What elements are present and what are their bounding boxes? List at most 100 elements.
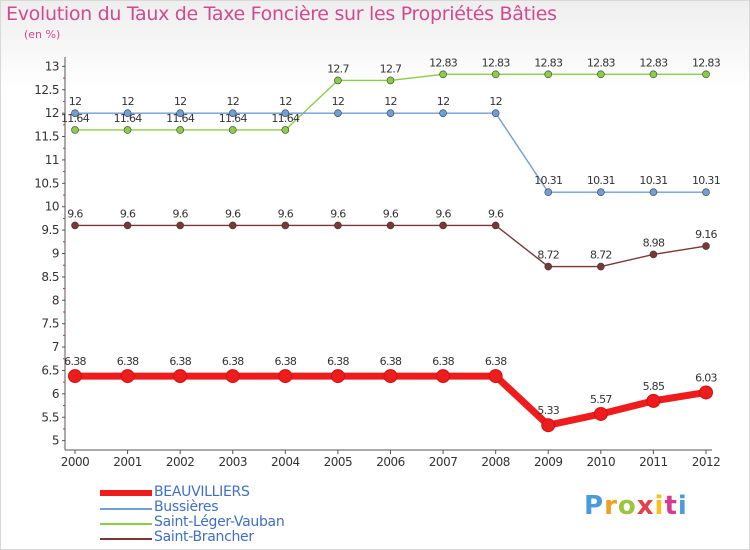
data-label-bussieres: 10.31 [587, 174, 615, 187]
data-point-bussieres [544, 188, 553, 197]
data-label-saint-brancher: 8.72 [590, 249, 612, 262]
data-label-saint-leger-vauban: 12.83 [692, 56, 721, 69]
data-label-saint-leger-vauban: 12.83 [639, 56, 668, 69]
y-tick-label: 11.5 [34, 130, 59, 144]
x-tick-label: 2000 [61, 455, 90, 469]
data-point-beauvilliers [436, 369, 451, 384]
data-point-saint-leger-vauban [702, 70, 710, 79]
data-label-saint-leger-vauban: 11.64 [219, 112, 248, 125]
data-label-saint-leger-vauban: 12.7 [327, 62, 349, 75]
data-point-bussieres [176, 109, 184, 117]
data-point-saint-brancher [386, 221, 395, 230]
data-point-beauvilliers [593, 406, 608, 421]
data-label-beauvilliers: 6.38 [64, 355, 86, 368]
y-tick-label: 9.5 [41, 223, 59, 237]
data-point-beauvilliers [225, 369, 240, 384]
data-label-saint-leger-vauban: 11.64 [166, 112, 195, 125]
data-label-saint-leger-vauban: 12.83 [534, 56, 563, 69]
y-tick-label: 8 [52, 293, 59, 307]
data-label-saint-brancher: 9.6 [488, 207, 504, 220]
y-tick-label: 12 [45, 106, 59, 120]
x-tick-label: 2010 [587, 455, 616, 469]
data-point-bussieres [386, 109, 395, 117]
x-tick-label: 2007 [429, 455, 458, 469]
data-label-bussieres: 10.31 [534, 174, 562, 187]
legend-label-bussieres: Bussières [154, 499, 219, 515]
logo-letter: i [677, 491, 688, 521]
data-point-saint-brancher [71, 221, 79, 230]
data-point-saint-leger-vauban [228, 126, 237, 134]
x-tick-label: 2011 [639, 455, 668, 469]
x-tick-label: 2008 [481, 455, 510, 469]
logo-letter: i [654, 491, 665, 521]
data-label-bussieres: 12 [174, 95, 187, 108]
data-label-bussieres: 12 [279, 95, 292, 108]
x-tick-label: 2006 [376, 455, 405, 469]
data-point-beauvilliers [278, 369, 293, 384]
data-point-bussieres [649, 188, 658, 197]
x-tick-label: 2002 [166, 455, 195, 469]
y-tick-label: 7.5 [41, 317, 59, 331]
data-label-saint-brancher: 9.6 [67, 207, 83, 220]
data-label-bussieres: 10.31 [639, 174, 667, 187]
data-point-saint-brancher [491, 221, 500, 230]
data-point-beauvilliers [173, 369, 188, 384]
data-point-saint-leger-vauban [386, 76, 395, 85]
data-label-beauvilliers: 5.85 [643, 380, 665, 393]
data-point-saint-leger-vauban [439, 70, 447, 79]
legend-swatch-bussieres [100, 508, 152, 510]
data-point-bussieres [597, 188, 605, 197]
data-label-bussieres: 12 [121, 95, 134, 108]
data-point-beauvilliers [120, 369, 135, 384]
data-point-saint-leger-vauban [597, 70, 605, 79]
logo-letter: P [584, 491, 605, 521]
y-tick-label: 7 [52, 340, 59, 354]
data-point-beauvilliers [646, 393, 661, 408]
data-label-saint-brancher: 9.6 [435, 207, 451, 220]
data-point-saint-leger-vauban [649, 70, 658, 79]
data-point-saint-leger-vauban [281, 126, 290, 134]
x-tick-label: 2012 [692, 455, 721, 469]
y-tick-label: 13 [45, 59, 59, 73]
data-point-saint-brancher [544, 262, 553, 271]
legend-label-saint-leger-vauban: Saint-Léger-Vauban [154, 514, 285, 530]
y-tick-label: 10.5 [34, 176, 59, 190]
data-label-beauvilliers: 6.38 [432, 355, 454, 368]
legend-swatch-saint-leger-vauban [100, 523, 152, 525]
data-point-bussieres [228, 109, 237, 117]
legend-swatch-beauvilliers [100, 490, 152, 496]
logo-letter: r [604, 491, 618, 521]
data-label-saint-brancher: 9.6 [120, 207, 136, 220]
data-point-saint-brancher [597, 262, 605, 271]
data-point-saint-brancher [439, 221, 447, 230]
data-label-beauvilliers: 6.03 [695, 371, 717, 384]
logo-letter: x [636, 491, 655, 521]
data-label-saint-leger-vauban: 11.64 [271, 112, 300, 125]
data-point-saint-leger-vauban [334, 76, 342, 85]
data-label-beauvilliers: 6.38 [117, 355, 139, 368]
data-point-beauvilliers [699, 385, 713, 400]
proxiti-logo: Proxiti [584, 491, 688, 521]
x-tick-label: 2003 [218, 455, 247, 469]
data-point-beauvilliers [68, 369, 82, 384]
data-label-saint-leger-vauban: 11.64 [114, 112, 143, 125]
data-label-bussieres: 12 [489, 95, 502, 108]
data-point-saint-brancher [334, 221, 342, 230]
data-label-saint-brancher: 8.98 [643, 236, 665, 249]
data-point-saint-brancher [281, 221, 290, 230]
y-tick-label: 10 [45, 200, 59, 214]
y-tick-label: 9 [52, 247, 59, 261]
y-tick-label: 5.5 [41, 410, 59, 424]
data-point-saint-brancher [228, 221, 237, 230]
data-label-saint-leger-vauban: 12.83 [482, 56, 511, 69]
data-label-saint-leger-vauban: 12.83 [587, 56, 616, 69]
data-label-beauvilliers: 6.38 [485, 355, 507, 368]
data-point-bussieres [439, 109, 447, 117]
y-tick-label: 5 [52, 434, 59, 448]
data-label-beauvilliers: 6.38 [169, 355, 191, 368]
data-label-beauvilliers: 6.38 [327, 355, 349, 368]
data-label-bussieres: 12 [437, 95, 450, 108]
data-point-beauvilliers [488, 369, 503, 384]
chart-title: Evolution du Taux de Taxe Foncière sur l… [6, 3, 557, 25]
data-point-bussieres [702, 188, 710, 197]
